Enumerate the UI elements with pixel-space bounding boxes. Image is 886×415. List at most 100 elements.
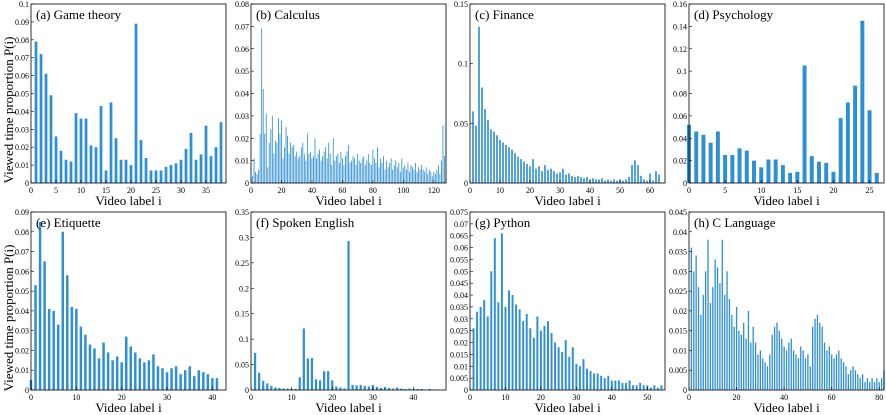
bar [393,165,395,183]
bar [310,151,311,183]
bar [345,156,346,183]
bar [436,169,438,183]
bar [335,156,337,183]
bar [124,336,128,390]
y-tick-label: 0.005 [450,374,468,383]
bar [209,156,213,183]
bar [731,314,733,390]
bar [119,159,123,183]
bar [634,160,636,183]
y-tick-label: 0.08 [235,0,249,9]
bar [529,166,531,183]
bar [823,342,826,390]
bar [174,366,178,390]
bar [733,326,735,390]
y-tick-label: 0.08 [15,228,29,237]
bar [759,167,764,183]
x-tick-label: 40 [608,393,616,402]
bar [754,342,757,390]
bar [197,370,201,390]
bar [43,261,46,390]
bar [266,383,269,390]
bar [427,174,429,183]
y-tick-label: 0.075 [450,208,468,217]
x-tick-label: 20 [277,186,285,195]
y-tick-label: 0.03 [673,267,687,276]
bar [859,378,861,390]
bar [215,378,219,390]
bar [508,290,510,390]
bar [124,159,128,183]
bar [161,368,164,390]
bar [354,158,356,183]
bar [561,352,564,390]
y-axis-label-top: Viewed time proportion P(i) [1,37,16,184]
bar [842,362,845,390]
bar [410,165,412,183]
bar [294,388,297,390]
bar [809,366,811,390]
bar [817,161,821,183]
bar [396,167,398,183]
y-tick-label: 0.15 [235,310,249,319]
x-tick-label: 0 [687,393,691,402]
y-tick-label: 0.06 [15,267,29,276]
y-tick-label: 0.07 [454,220,468,229]
bar [833,358,835,390]
y-tick-label: 0.015 [669,327,687,336]
bar [735,306,738,390]
bar [529,328,532,390]
y-tick-label: 0 [245,386,249,395]
bar [860,20,865,184]
x-tick-label: 15 [793,186,801,195]
y-tick-label: 0.1 [458,60,468,69]
bar [367,153,369,183]
bar [328,142,330,183]
bar [472,111,474,183]
bar [358,160,360,184]
bar [278,118,279,183]
bar [593,373,596,390]
y-tick-label: 0.06 [673,112,687,121]
bar [302,328,305,390]
bar [355,385,358,390]
x-tick-label: 60 [828,393,836,402]
bar [600,375,603,390]
bar [724,295,726,390]
bar [425,167,427,183]
bar [299,156,301,183]
bar [439,174,441,183]
bar [332,138,334,183]
bar [303,153,305,183]
bar [308,153,310,183]
x-axis-label: Video label i [95,400,162,415]
bar [138,358,142,390]
x-tick-label: 80 [369,186,377,195]
x-tick-label: 5 [54,186,58,195]
bar [88,344,92,390]
bar [797,358,800,390]
bar [402,167,404,183]
bar [478,26,480,184]
bar [871,378,873,390]
bar [795,354,797,390]
bar [322,156,324,183]
bar [824,162,829,183]
bar [481,87,483,183]
bar [655,171,657,183]
plot-frame [469,211,666,391]
bar [845,366,847,390]
bar [642,385,645,390]
bar [547,321,549,390]
bar [536,316,539,390]
bar [505,144,507,183]
bar [852,366,854,390]
x-axis-label: Video label i [534,193,601,208]
bar [437,165,439,183]
bar [719,283,721,390]
x-tick-label: 5 [723,186,727,195]
bar [802,65,807,183]
bar [873,382,876,390]
bar [515,304,518,390]
